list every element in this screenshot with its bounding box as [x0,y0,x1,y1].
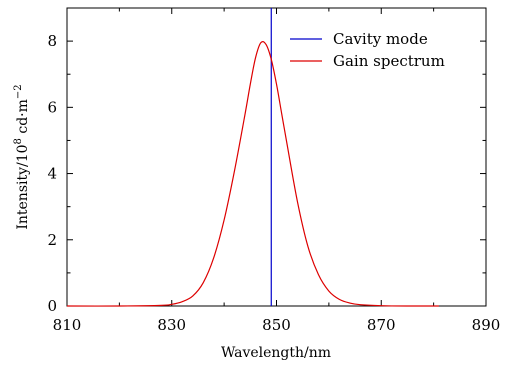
x-tick-label: 810 [53,316,82,334]
x-tick-label: 850 [262,316,291,334]
legend: Cavity mode Gain spectrum [290,30,445,70]
y-tick-label: 8 [47,32,57,50]
y-axis-ticks: 0 2 4 6 8 [47,7,486,315]
y-axis-title-base: Intensity/10 [15,144,31,229]
y-axis-title-unit: cd·m [15,99,31,138]
y-axis-title-base-exponent: 8 [13,138,24,144]
y-tick-label: 2 [47,231,57,249]
y-axis-title-unit-exponent: −2 [13,84,24,99]
x-axis-title: Wavelength/nm [221,345,331,361]
y-tick-label: 4 [47,165,57,183]
x-tick-label: 830 [157,316,186,334]
plot-series [66,8,439,307]
x-axis-ticks: 810 830 850 870 890 [53,8,501,334]
legend-label-gain-spectrum: Gain spectrum [333,52,445,70]
x-tick-label: 870 [367,316,396,334]
y-tick-label: 6 [47,98,57,116]
y-axis-title: Intensity/108 cd·m−2 [13,84,31,229]
x-tick-label: 890 [472,316,501,334]
y-tick-label: 0 [47,297,57,315]
series-line-gain-spectrum [66,41,439,307]
legend-label-cavity-mode: Cavity mode [333,30,428,48]
